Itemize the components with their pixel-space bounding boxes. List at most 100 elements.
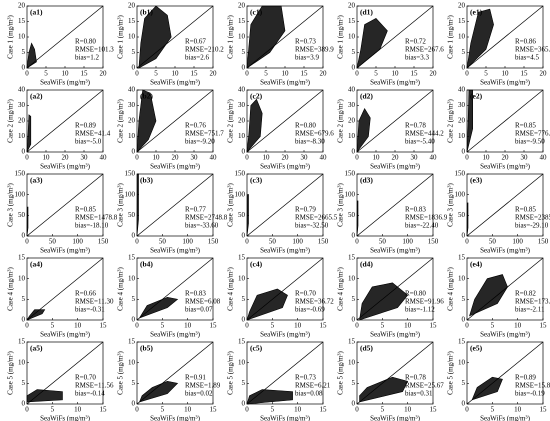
x-tick-label: 5 [491, 406, 495, 414]
stat-annotation: R=0.73 [295, 374, 316, 382]
x-tick-label: 5 [381, 322, 385, 330]
x-tick-label: 15 [81, 70, 89, 78]
stat-annotation: bias=-0.69 [295, 306, 325, 314]
stat-annotation: RMSE=751.7 [185, 130, 224, 138]
y-tick-label: 15 [238, 17, 246, 25]
panel-title: (b2) [140, 92, 153, 101]
stat-annotation: bias=2.6 [185, 54, 209, 62]
stat-annotation: R=0.78 [405, 374, 426, 382]
y-tick-label: 150 [455, 170, 466, 178]
y-axis-label: Case 2 (mg/m³) [117, 98, 125, 142]
x-tick-label: 100 [182, 238, 193, 246]
axes-frame [466, 257, 544, 321]
stat-annotation: R=0.89 [75, 122, 96, 130]
y-tick-label: 10 [238, 33, 246, 41]
panel-title: (a4) [30, 260, 43, 269]
x-tick-label: 100 [72, 238, 83, 246]
x-axis-label: SeaWiFs (mg/m³) [480, 247, 531, 255]
stat-annotation: RMSE=15.80 [515, 382, 550, 390]
y-tick-label: 100 [125, 190, 136, 198]
x-axis-label: SeaWiFs (mg/m³) [260, 163, 311, 171]
panel-title: (a1) [30, 8, 43, 17]
stat-annotation: bias=-5.40 [405, 138, 435, 146]
stat-annotation: R=0.76 [185, 122, 206, 130]
y-tick-label: 0 [22, 64, 26, 72]
x-tick-label: 0 [135, 322, 139, 330]
stat-annotation: RMSE=776.1 [515, 130, 550, 138]
axes-frame [356, 341, 434, 405]
x-tick-label: 10 [404, 322, 412, 330]
y-tick-label: 5 [462, 48, 466, 56]
axes-frame [136, 257, 214, 321]
x-axis-label: SeaWiFs (mg/m³) [480, 163, 531, 171]
x-tick-label: 10 [62, 70, 70, 78]
x-axis-label: SeaWiFs (mg/m³) [260, 331, 311, 339]
x-tick-label: 20 [282, 154, 290, 162]
y-tick-label: 50 [348, 211, 356, 219]
x-axis-label: SeaWiFs (mg/m³) [260, 415, 311, 421]
x-axis-label: SeaWiFs (mg/m³) [260, 247, 311, 255]
axes-frame [26, 173, 104, 237]
y-axis-label: Case 4 (mg/m³) [337, 266, 345, 310]
x-tick-label: 150 [538, 238, 549, 246]
axes-frame [246, 257, 324, 321]
x-tick-label: 0 [355, 154, 359, 162]
stat-annotation: RMSE=101.3 [75, 46, 114, 54]
stat-annotation: bias=0.07 [185, 306, 213, 314]
y-tick-label: 10 [348, 274, 356, 282]
x-tick-label: 10 [392, 70, 400, 78]
x-tick-label: 15 [430, 322, 438, 330]
y-tick-label: 100 [235, 190, 246, 198]
x-axis-label: SeaWiFs (mg/m³) [480, 79, 531, 87]
y-axis-label: Case 4 (mg/m³) [7, 266, 15, 310]
y-tick-label: 5 [352, 295, 356, 303]
y-tick-label: 0 [242, 148, 246, 156]
x-tick-label: 20 [430, 70, 438, 78]
panel-title: (c3) [250, 176, 263, 185]
x-tick-label: 20 [172, 154, 180, 162]
x-axis-label: SeaWiFs (mg/m³) [150, 331, 201, 339]
stat-annotation: RMSE=6.08 [185, 298, 221, 306]
x-tick-label: 10 [74, 322, 82, 330]
one-to-one-line [26, 173, 104, 237]
panel-title: (e1) [470, 8, 483, 17]
panel-title: (a2) [30, 92, 43, 101]
stat-annotation: bias=3.3 [405, 54, 429, 62]
stat-annotation: R=0.72 [405, 38, 426, 46]
panel-title: (c2) [250, 92, 263, 101]
x-tick-label: 10 [514, 322, 522, 330]
y-tick-label: 0 [242, 316, 246, 324]
scatter-cloud [359, 282, 409, 321]
y-tick-label: 40 [128, 86, 136, 94]
panel-title: (c4) [250, 260, 263, 269]
x-tick-label: 0 [465, 406, 469, 414]
scatter-cloud [26, 389, 63, 403]
x-tick-label: 5 [44, 70, 48, 78]
y-tick-label: 10 [348, 33, 356, 41]
stat-annotation: bias=0.31 [405, 390, 433, 398]
scatter-cloud [138, 5, 172, 69]
y-tick-label: 50 [18, 211, 26, 219]
scatter-cloud [246, 194, 249, 237]
x-axis-label: SeaWiFs (mg/m³) [150, 163, 201, 171]
stat-annotation: R=0.85 [515, 206, 536, 214]
panel-title: (d1) [360, 8, 373, 17]
x-tick-label: 50 [159, 238, 167, 246]
x-tick-label: 10 [74, 406, 82, 414]
x-tick-label: 40 [430, 154, 438, 162]
x-axis-label: SeaWiFs (mg/m³) [260, 79, 311, 87]
x-axis-label: SeaWiFs (mg/m³) [40, 415, 91, 421]
x-tick-label: 15 [191, 70, 199, 78]
stat-annotation: RMSE=444.2 [405, 130, 444, 138]
x-tick-label: 5 [491, 322, 495, 330]
y-tick-label: 15 [348, 338, 356, 346]
x-tick-label: 15 [210, 406, 218, 414]
stat-annotation: RMSE=267.6 [405, 46, 444, 54]
scatter-cloud [136, 173, 139, 237]
y-tick-label: 10 [128, 274, 136, 282]
x-tick-label: 20 [392, 154, 400, 162]
stat-annotation: R=0.85 [75, 206, 96, 214]
y-tick-label: 20 [238, 117, 246, 125]
stat-annotation: RMSE=365.6 [515, 46, 550, 54]
axes-frame [26, 341, 104, 405]
